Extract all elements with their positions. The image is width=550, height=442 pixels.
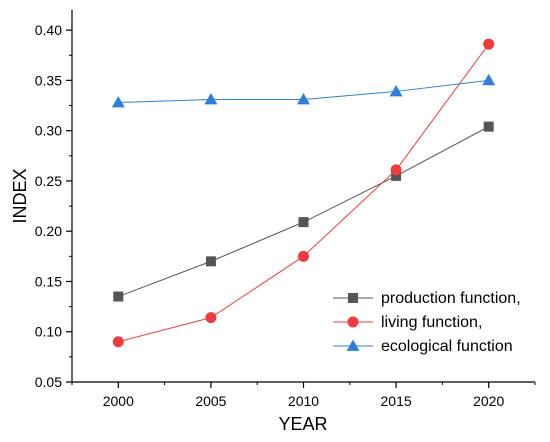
x-tick-label: 2020 (473, 393, 504, 409)
legend-item: living function, (333, 314, 482, 331)
y-tick-label: 0.40 (35, 22, 62, 38)
data-point (298, 250, 309, 262)
legend-marker (347, 316, 359, 328)
x-tick-label: 2005 (195, 393, 226, 409)
y-tick-label: 0.30 (35, 123, 62, 139)
data-point (112, 336, 124, 348)
series-triangle (111, 73, 496, 108)
y-tick-label: 0.20 (35, 223, 62, 239)
legend-item: production function, (333, 290, 521, 307)
legend-label: living function, (381, 314, 482, 331)
data-point (298, 217, 309, 228)
x-axis-title: YEAR (278, 414, 327, 434)
data-point (113, 291, 124, 302)
data-point (205, 256, 216, 267)
data-point (297, 92, 310, 105)
data-point (205, 312, 217, 324)
y-axis-title: INDEX (10, 168, 30, 223)
y-tick-label: 0.25 (35, 173, 62, 189)
data-point (391, 170, 402, 181)
legend-label: ecological function (381, 338, 513, 355)
series-circle (112, 38, 495, 348)
series-layer (111, 38, 496, 348)
series-square (113, 121, 494, 302)
x-tick-label: 2010 (288, 393, 319, 409)
x-tick-label: 2015 (381, 393, 412, 409)
y-tick-label: 0.15 (35, 273, 62, 289)
legend-item: ecological function (333, 338, 513, 355)
data-point (483, 38, 495, 50)
y-axis-ticks: 0.05 0.10 0.15 0.20 0.25 0.30 0.35 0.40 (35, 22, 72, 390)
series-line (118, 126, 489, 298)
x-tick-label: 2000 (103, 393, 134, 409)
data-point (389, 84, 403, 97)
legend: production function, living function, ecol… (333, 290, 521, 355)
y-tick-label: 0.10 (35, 324, 62, 340)
data-point (204, 92, 218, 105)
legend-marker (348, 293, 358, 303)
data-point (483, 121, 494, 132)
data-point (482, 73, 496, 86)
x-axis-ticks: 2000 2005 2010 2015 2020 (71, 382, 536, 409)
y-tick-label: 0.05 (35, 374, 62, 390)
data-point (111, 95, 125, 108)
data-point (390, 164, 402, 176)
y-tick-label: 0.35 (35, 72, 62, 88)
legend-label: production function, (381, 290, 521, 307)
legend-marker (346, 339, 360, 351)
